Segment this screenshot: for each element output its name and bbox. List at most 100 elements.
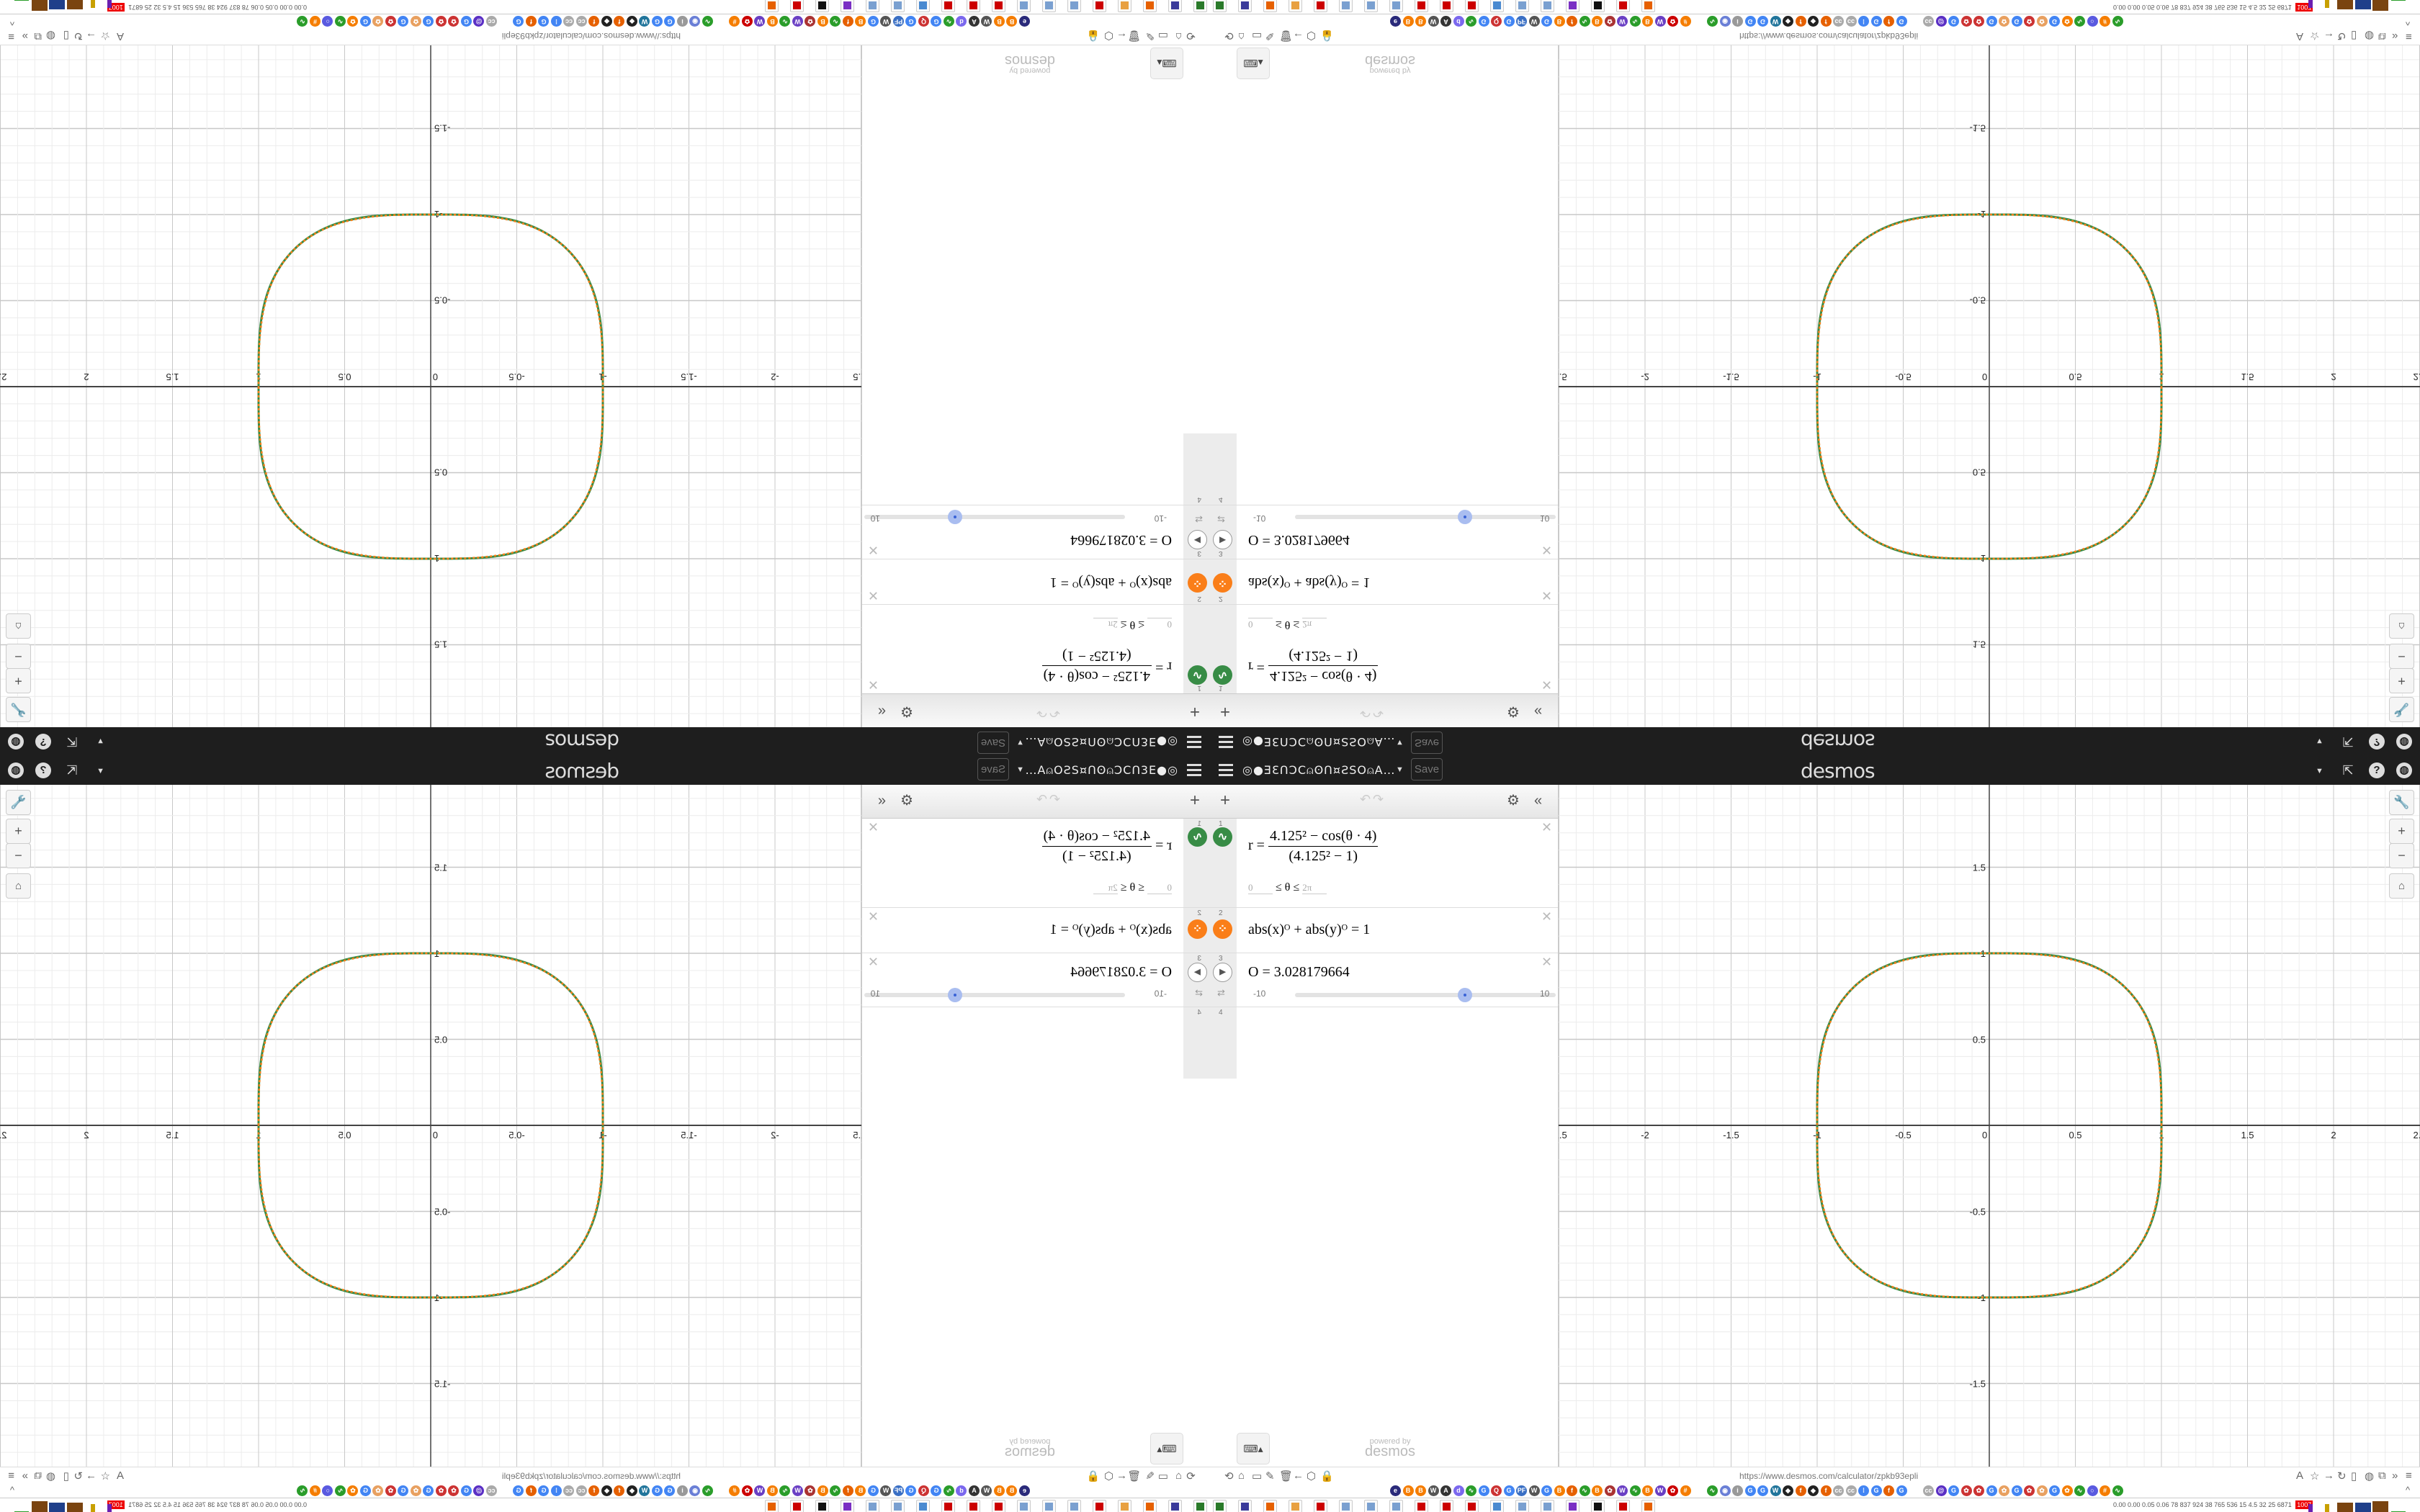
bookmark-icon[interactable]: G [931, 1485, 942, 1496]
collapse-list-button[interactable]: « [1534, 793, 1543, 809]
bookmark-icon[interactable]: ✿ [1604, 1485, 1615, 1496]
bookmark-icon[interactable]: Q [1491, 1485, 1502, 1496]
help-icon[interactable]: ? [35, 762, 51, 778]
taskbar-app-icon[interactable] [1118, 0, 1131, 12]
taskbar-app-icon[interactable] [992, 1500, 1005, 1512]
empty-expression-row[interactable]: 4 [1210, 1007, 1558, 1035]
bookmark-icon[interactable]: ∿ [1707, 16, 1718, 27]
bookmark-icon[interactable]: B [1592, 16, 1603, 27]
expression-formula[interactable]: O = 3.028179664 [1070, 532, 1172, 548]
domain-max-input[interactable]: 2π [1093, 882, 1118, 894]
bookmarks-overflow-icon[interactable]: ^ [2406, 1485, 2411, 1495]
taskbar-app-icon[interactable] [1193, 1500, 1207, 1512]
taskbar-app-icon[interactable] [1490, 1500, 1504, 1512]
taskbar-app-icon[interactable] [1238, 0, 1252, 12]
reader-icon[interactable]: ▯ [63, 1470, 69, 1482]
zoom-out-icon[interactable]: − [2389, 644, 2414, 669]
taskbar-app-icon[interactable] [1213, 1500, 1227, 1512]
share-icon[interactable]: ⇱ [2342, 763, 2354, 778]
undo-button[interactable]: ↶ [1360, 792, 1371, 806]
taskbar-app-icon[interactable] [841, 0, 854, 12]
back-icon[interactable]: ← [1293, 1470, 1304, 1482]
taskbar-app-icon[interactable] [1490, 0, 1504, 12]
wrench-icon[interactable]: 🔧 [2389, 790, 2414, 815]
expression-row[interactable]: 2 ⁘ abs(x)ᴼ + abs(y)ᴼ = 1 ✕ [1210, 559, 1558, 605]
page-icon[interactable]: ▭ [1157, 30, 1168, 42]
user-dropdown-icon[interactable]: ▼ [97, 767, 104, 775]
taskbar-app-icon[interactable] [1339, 0, 1353, 12]
domain-max-input[interactable]: 2π [1093, 618, 1118, 630]
taskbar-app-icon[interactable] [1641, 0, 1655, 12]
taskbar-app-icon[interactable] [1641, 1500, 1655, 1512]
bookmark-icon[interactable]: ∿ [2074, 1485, 2085, 1496]
expression-formula[interactable]: O = 3.028179664 [1248, 964, 1350, 980]
taskbar-app-icon[interactable] [916, 0, 930, 12]
graph-paper[interactable]: -2.5-2-1.5-1-0.500.511.522.51.510.5-0.5-… [0, 785, 869, 1470]
page-icon[interactable]: ▭ [1252, 1470, 1263, 1482]
taskbar-app-icon[interactable] [1263, 1500, 1277, 1512]
bookmark-icon[interactable]: ∿ [1707, 1485, 1718, 1496]
bookmark-icon[interactable]: B [1006, 1485, 1018, 1496]
bookmark-icon[interactable]: ✿ [2061, 16, 2073, 27]
extension-icon[interactable]: ⧉ [34, 1470, 42, 1482]
bookmark-icon[interactable]: G [1744, 16, 1756, 27]
parametric-wave-icon[interactable]: ∿ [1188, 665, 1207, 685]
lock-icon[interactable]: 🔒 [1086, 1470, 1100, 1482]
zoom-in-icon[interactable]: + [2389, 668, 2414, 693]
bookmark-icon[interactable]: ◆ [1783, 16, 1793, 27]
bookmark-icon[interactable]: ✿ [742, 1485, 753, 1496]
sync-icon[interactable]: ⟲ [1224, 1470, 1234, 1482]
bookmark-icon[interactable]: G [2011, 16, 2022, 27]
delete-expression-icon[interactable]: ✕ [867, 820, 879, 834]
bookmark-icon[interactable]: ✿ [411, 1485, 421, 1496]
undo-button[interactable]: ↶ [1049, 792, 1060, 806]
trash-icon[interactable]: 🗑 [1279, 30, 1294, 42]
taskbar-app-icon[interactable] [1289, 1500, 1302, 1512]
overflow-icon[interactable]: » [22, 30, 28, 42]
taskbar-app-icon[interactable] [1566, 0, 1579, 12]
bookmark-icon[interactable]: f [1567, 16, 1577, 27]
globe-icon[interactable]: ◍ [2396, 762, 2412, 778]
taskbar-app-icon[interactable] [1591, 1500, 1605, 1512]
forward-icon[interactable]: → [2323, 30, 2334, 42]
bookmark-icon[interactable]: @ [1935, 1485, 1947, 1496]
bookmark-icon[interactable]: G [398, 1485, 409, 1496]
globe-icon[interactable]: ◍ [2396, 734, 2412, 750]
bookmark-icon[interactable]: W [880, 16, 892, 27]
bookmark-icon[interactable]: W [880, 1485, 892, 1496]
taskbar-app-icon[interactable] [1314, 1500, 1327, 1512]
bookmark-icon[interactable]: ◉ [1719, 16, 1731, 27]
taskbar-app-icon[interactable] [1339, 1500, 1353, 1512]
sync-icon[interactable]: ⟲ [1186, 1470, 1196, 1482]
bookmark-icon[interactable]: ∿ [2112, 16, 2123, 27]
taskbar-app-icon[interactable] [815, 1500, 829, 1512]
bookmark-icon[interactable]: # [2099, 1485, 2110, 1496]
bookmark-icon[interactable]: Q [1491, 16, 1502, 27]
back-icon[interactable]: ← [1116, 30, 1127, 42]
bookmark-icon[interactable]: ✿ [448, 1485, 460, 1496]
bookmark-icon[interactable]: G [2011, 1485, 2022, 1496]
bookmark-icon[interactable]: ∿ [702, 16, 713, 27]
bookmark-icon[interactable]: G [1948, 1485, 1959, 1496]
collapse-list-button[interactable]: « [1534, 703, 1543, 719]
zoom-in-icon[interactable]: + [6, 668, 31, 693]
expression-formula[interactable]: O = 3.028179664 [1248, 532, 1350, 548]
sync-icon[interactable]: ⟲ [1186, 30, 1196, 42]
shield-icon[interactable]: ⬡ [1307, 30, 1317, 42]
title-dropdown-icon[interactable]: ▼ [1016, 765, 1024, 774]
user-dropdown-icon[interactable]: ▼ [97, 737, 104, 745]
bookmark-icon[interactable]: ✿ [385, 1485, 396, 1496]
menu-icon[interactable]: ≡ [2406, 30, 2412, 42]
back-icon[interactable]: ← [1116, 1470, 1127, 1482]
globe-icon[interactable]: ◍ [2365, 1470, 2375, 1482]
bookmark-icon[interactable]: f [1820, 16, 1832, 27]
bookmark-icon[interactable]: ⁞ [551, 16, 562, 27]
taskbar-app-icon[interactable] [1042, 0, 1056, 12]
bookmark-icon[interactable]: f [1883, 16, 1894, 27]
bookmark-icon[interactable]: @ [473, 16, 485, 27]
expression-formula[interactable]: abs(x)ᴼ + abs(y)ᴼ = 1 [1248, 922, 1371, 937]
bookmark-icon[interactable]: B [1402, 16, 1414, 27]
expression-formula[interactable]: O = 3.028179664 [1070, 964, 1172, 980]
bookmark-icon[interactable]: ✿ [1973, 1485, 1984, 1496]
taskbar-app-icon[interactable] [916, 1500, 930, 1512]
